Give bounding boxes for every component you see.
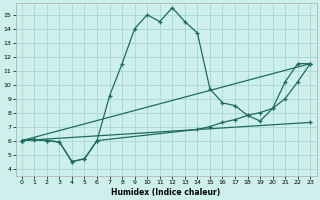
X-axis label: Humidex (Indice chaleur): Humidex (Indice chaleur) — [111, 188, 221, 197]
